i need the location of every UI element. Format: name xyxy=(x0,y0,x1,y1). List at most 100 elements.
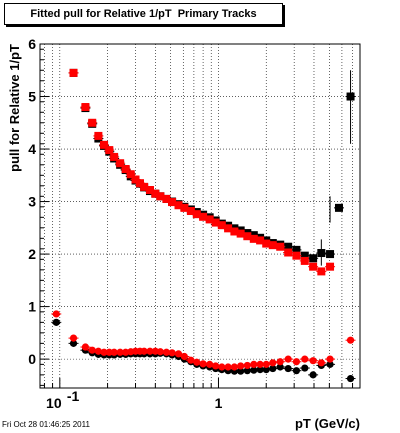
data-point-circle xyxy=(284,355,292,363)
data-point-circle xyxy=(243,361,251,370)
data-point-circle xyxy=(262,366,270,374)
data-point-square xyxy=(236,229,245,238)
data-point-square xyxy=(300,251,309,260)
data-point-circle xyxy=(52,310,60,318)
timestamp: Fri Oct 28 01:46:25 2011 xyxy=(2,420,90,429)
data-point-circle xyxy=(174,350,183,358)
data-point-circle xyxy=(116,348,124,356)
data-point-circle xyxy=(326,360,334,368)
y-tick-label: 6 xyxy=(28,36,36,52)
data-point-square xyxy=(180,203,189,212)
data-point-circle xyxy=(168,349,176,357)
y-axis-title: pull for Relative 1/pT xyxy=(7,44,22,172)
data-point-circle xyxy=(162,348,171,356)
data-point-square xyxy=(284,248,293,257)
data-point-square xyxy=(126,170,135,179)
data-point-square xyxy=(230,227,239,236)
data-point-circle xyxy=(243,367,251,375)
data-point-square xyxy=(140,182,149,191)
data-point-circle xyxy=(237,367,245,375)
data-point-square xyxy=(217,221,226,230)
y-tick-label: 0 xyxy=(28,351,36,367)
data-point-circle xyxy=(146,347,154,355)
data-point-circle xyxy=(212,362,220,370)
data-point-square xyxy=(168,198,177,207)
data-point-circle xyxy=(69,334,78,342)
y-tick-label: 5 xyxy=(28,89,36,105)
x-axis-title: pT (GeV/c) xyxy=(295,416,360,431)
data-point-circle xyxy=(301,355,309,363)
data-point-square xyxy=(224,224,233,233)
chart-title-box: Fitted pull for Relative 1/pT Primary Tr… xyxy=(4,3,283,25)
data-point-circle xyxy=(346,336,355,344)
data-point-circle xyxy=(88,346,96,354)
y-tick-label: 4 xyxy=(28,141,36,157)
data-point-circle xyxy=(199,360,207,368)
data-point-square xyxy=(88,118,97,127)
data-point-circle xyxy=(52,318,60,326)
data-point-square xyxy=(69,68,78,77)
data-point-circle xyxy=(94,347,102,355)
data-point-square xyxy=(249,234,258,243)
data-point-circle xyxy=(218,363,226,371)
data-point-circle xyxy=(276,363,284,371)
y-tick-label: 3 xyxy=(28,194,36,210)
data-point-circle xyxy=(317,359,325,367)
data-point-square xyxy=(205,215,214,224)
data-point-circle xyxy=(81,343,90,351)
data-point-circle xyxy=(100,348,108,356)
data-point-circle xyxy=(250,360,258,368)
data-point-square xyxy=(145,186,154,195)
data-point-circle xyxy=(276,358,284,366)
data-point-circle xyxy=(269,364,277,373)
data-point-circle xyxy=(250,366,258,374)
data-point-square xyxy=(309,254,318,263)
data-point-circle xyxy=(193,358,201,366)
data-point-square xyxy=(116,159,125,168)
data-point-square xyxy=(110,152,119,161)
x-tick-label: 10 xyxy=(46,395,62,411)
data-point-square xyxy=(174,201,183,210)
data-point-circle xyxy=(110,348,118,356)
data-point-square xyxy=(292,245,301,254)
data-point-square xyxy=(100,140,109,149)
data-point-square xyxy=(309,262,318,271)
data-point-circle xyxy=(346,374,355,383)
data-point-square xyxy=(268,241,277,250)
data-point-circle xyxy=(256,360,264,368)
data-point-circle xyxy=(140,347,148,355)
data-point-circle xyxy=(256,366,264,374)
chart-title: Fitted pull for Relative 1/pT Primary Tr… xyxy=(30,8,257,20)
data-point-circle xyxy=(269,359,277,367)
data-point-square xyxy=(131,175,140,184)
data-point-square xyxy=(292,251,301,260)
x-tick-label: 1 xyxy=(215,395,223,411)
data-point-circle xyxy=(284,364,292,373)
data-point-circle xyxy=(237,362,245,370)
data-point-circle xyxy=(156,348,164,356)
data-point-circle xyxy=(292,358,301,366)
data-point-square xyxy=(326,250,335,259)
data-point-square xyxy=(243,232,252,241)
data-point-square xyxy=(284,242,293,251)
data-point-square xyxy=(211,218,220,227)
data-point-circle xyxy=(262,360,270,368)
data-point-square xyxy=(94,131,103,140)
data-point-square xyxy=(135,179,144,188)
data-point-square xyxy=(186,207,195,216)
data-point-square xyxy=(81,103,90,112)
data-point-square xyxy=(256,236,265,245)
data-point-circle xyxy=(69,339,78,347)
data-point-square xyxy=(162,194,171,203)
data-point-circle xyxy=(309,371,317,379)
data-point-circle xyxy=(206,360,214,368)
data-point-square xyxy=(121,164,130,173)
data-point-circle xyxy=(180,352,189,361)
data-point-square xyxy=(326,262,335,271)
data-point-square xyxy=(199,212,208,221)
x-tick-exponent: -1 xyxy=(67,388,80,404)
data-point-square xyxy=(276,242,285,251)
data-point-square xyxy=(334,203,343,212)
data-point-square xyxy=(300,256,309,265)
